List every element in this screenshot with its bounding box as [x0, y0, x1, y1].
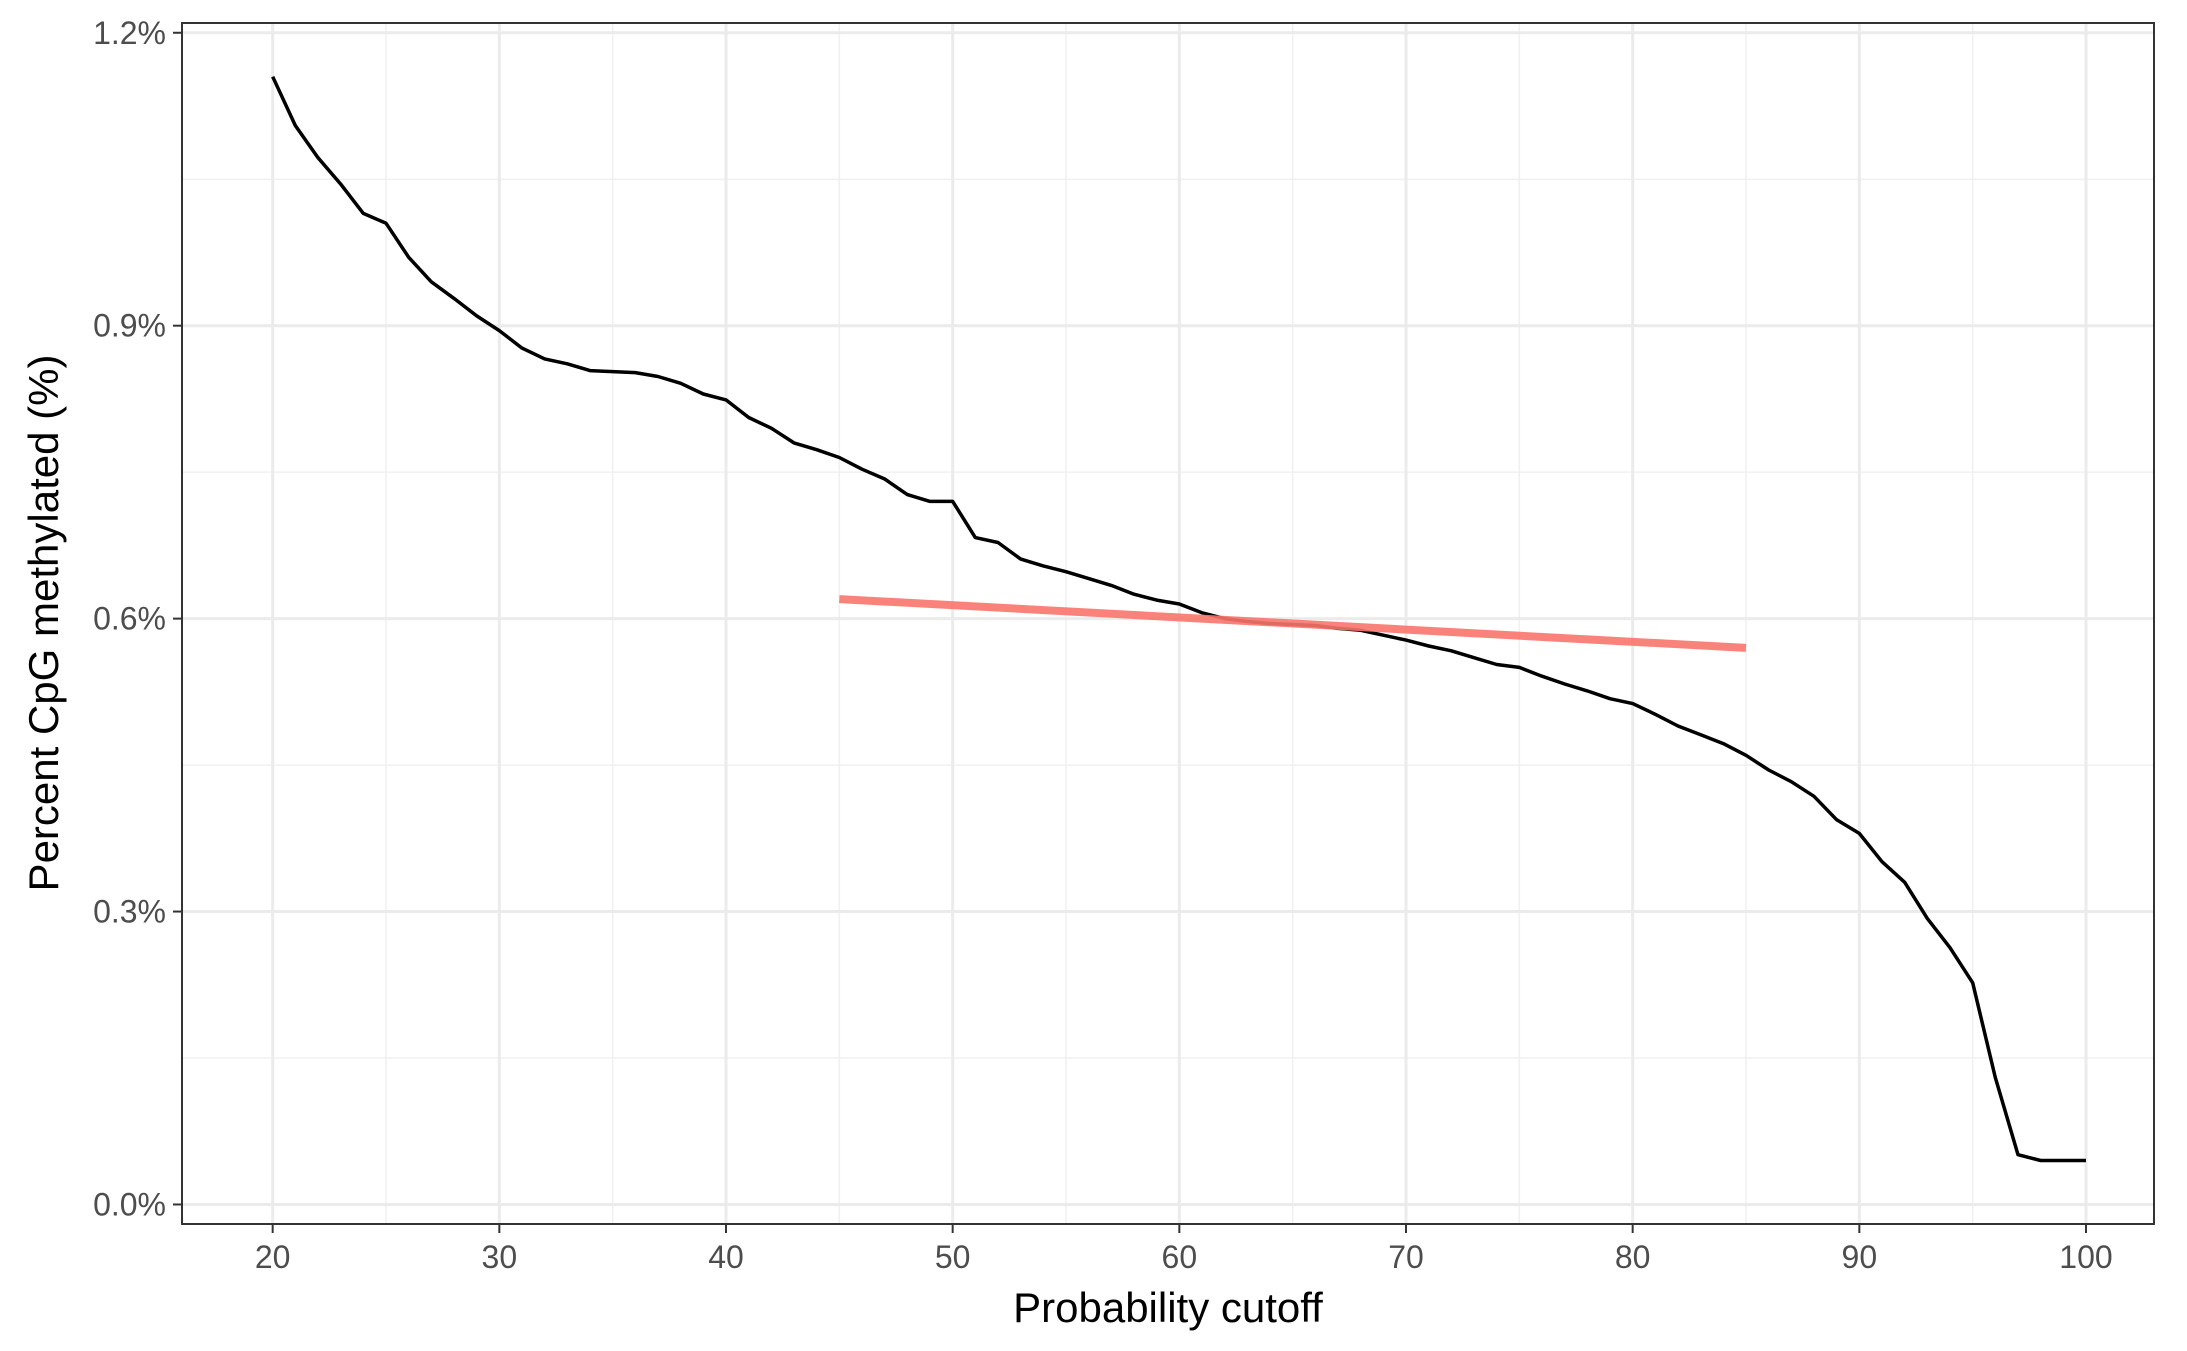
axis-ticks: 20 30 40 50 60 70 80 90 100 0.0% 0.3% 0.6% 0.9% 1.2%	[93, 15, 2113, 1275]
x-tick-label: 90	[1842, 1239, 1878, 1275]
plot-panel	[182, 23, 2154, 1224]
grid-lines	[182, 23, 2154, 1224]
x-tick-label: 100	[2059, 1239, 2112, 1275]
data-line	[271, 75, 2086, 1163]
y-tick-label: 0.9%	[93, 308, 166, 344]
x-tick-label: 60	[1162, 1239, 1198, 1275]
y-axis-title: Percent CpG methylated (%)	[20, 355, 67, 892]
y-tick-label: 0.6%	[93, 601, 166, 637]
x-tick-label: 20	[255, 1239, 291, 1275]
y-tick-label: 0.0%	[93, 1186, 166, 1222]
series-layer	[271, 75, 2086, 1163]
plot-border	[181, 22, 2155, 1225]
y-tick-label: 0.3%	[93, 894, 166, 930]
trend-line	[839, 595, 1747, 652]
x-tick-label: 70	[1388, 1239, 1424, 1275]
x-tick-label: 50	[935, 1239, 971, 1275]
x-tick-label: 80	[1615, 1239, 1651, 1275]
x-axis-title: Probability cutoff	[1013, 1284, 1323, 1331]
y-tick-label: 1.2%	[93, 15, 166, 51]
x-tick-label: 30	[482, 1239, 518, 1275]
x-tick-label: 40	[708, 1239, 744, 1275]
